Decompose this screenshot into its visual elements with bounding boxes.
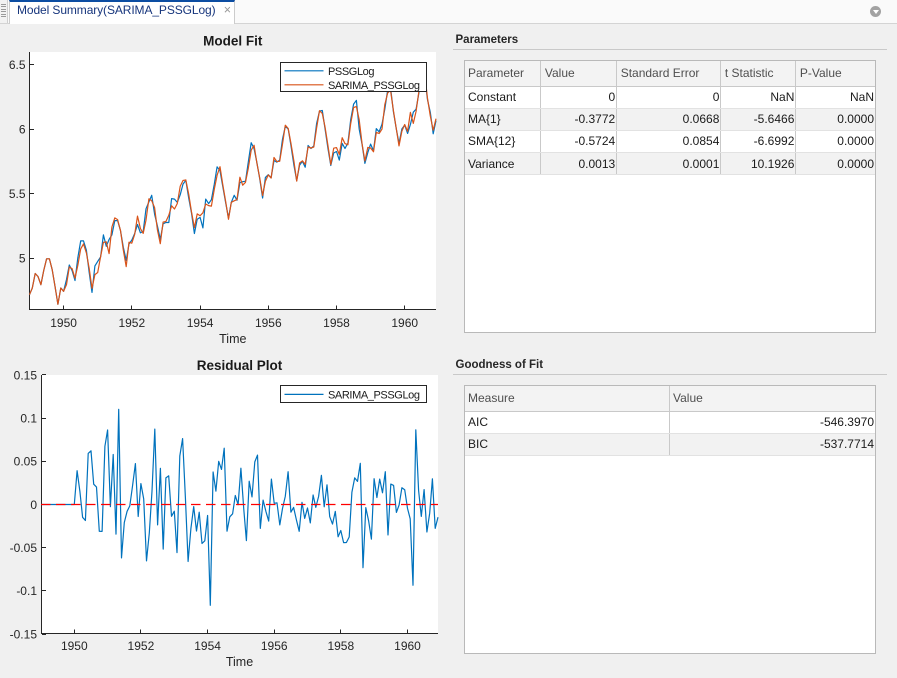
svg-text:1950: 1950 bbox=[61, 639, 88, 653]
svg-text:1956: 1956 bbox=[261, 639, 288, 653]
svg-text:1952: 1952 bbox=[128, 639, 155, 653]
svg-text:1958: 1958 bbox=[327, 639, 354, 653]
svg-text:0.05: 0.05 bbox=[14, 455, 38, 469]
svg-text:5.5: 5.5 bbox=[9, 187, 26, 201]
svg-text:1958: 1958 bbox=[323, 316, 350, 330]
svg-text:1950: 1950 bbox=[50, 316, 77, 330]
svg-text:1952: 1952 bbox=[118, 316, 145, 330]
svg-text:1960: 1960 bbox=[391, 316, 418, 330]
svg-text:-0.15: -0.15 bbox=[10, 627, 38, 641]
svg-text:6.5: 6.5 bbox=[9, 58, 26, 72]
svg-text:0.15: 0.15 bbox=[14, 368, 38, 382]
svg-text:5: 5 bbox=[19, 252, 26, 266]
svg-text:PSSGLog: PSSGLog bbox=[328, 66, 374, 78]
svg-text:6: 6 bbox=[19, 123, 26, 137]
svg-text:0: 0 bbox=[30, 498, 37, 512]
svg-text:SARIMA_PSSGLog: SARIMA_PSSGLog bbox=[328, 389, 420, 401]
svg-text:Time: Time bbox=[219, 332, 246, 346]
svg-text:Model Fit: Model Fit bbox=[203, 34, 263, 49]
svg-text:-0.1: -0.1 bbox=[16, 584, 37, 598]
svg-text:0.1: 0.1 bbox=[20, 412, 37, 426]
svg-text:1954: 1954 bbox=[194, 639, 221, 653]
svg-text:1960: 1960 bbox=[394, 639, 421, 653]
svg-text:-0.05: -0.05 bbox=[10, 541, 38, 555]
svg-text:Residual Plot: Residual Plot bbox=[197, 358, 283, 373]
svg-text:SARIMA_PSSGLog: SARIMA_PSSGLog bbox=[328, 80, 420, 92]
svg-text:1956: 1956 bbox=[255, 316, 282, 330]
svg-text:1954: 1954 bbox=[187, 316, 214, 330]
svg-text:Time: Time bbox=[226, 655, 253, 669]
